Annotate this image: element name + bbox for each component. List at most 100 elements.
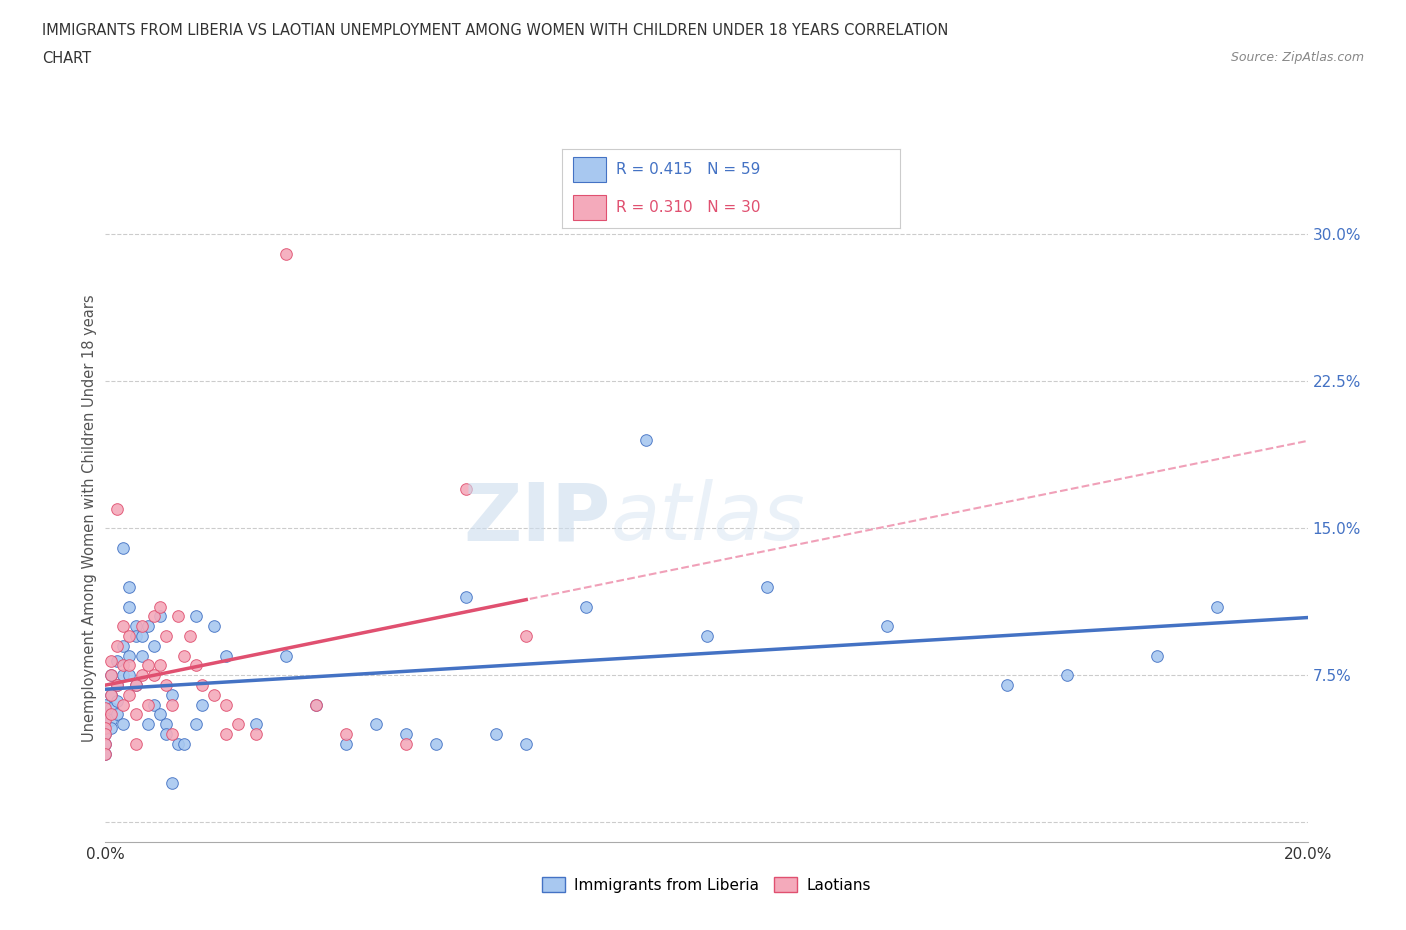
Point: [364, 717, 387, 732]
Point: [107, 693, 129, 708]
Point: [142, 668, 165, 683]
Point: [100, 721, 122, 736]
Point: [112, 618, 135, 633]
Text: R = 0.415   N = 59: R = 0.415 N = 59: [616, 162, 761, 177]
Point: [124, 707, 146, 722]
Point: [148, 609, 170, 624]
Point: [118, 648, 141, 663]
Point: [94, 737, 117, 751]
Point: [124, 678, 146, 693]
Point: [184, 717, 207, 732]
Point: [100, 701, 122, 716]
Point: [112, 698, 135, 712]
Point: [100, 707, 122, 722]
Point: [112, 540, 135, 555]
Point: [305, 698, 328, 712]
Point: [118, 629, 141, 644]
Point: [190, 678, 212, 693]
Point: [94, 707, 117, 722]
Point: [305, 698, 328, 712]
Point: [1146, 648, 1168, 663]
Point: [142, 698, 165, 712]
Text: IMMIGRANTS FROM LIBERIA VS LAOTIAN UNEMPLOYMENT AMONG WOMEN WITH CHILDREN UNDER : IMMIGRANTS FROM LIBERIA VS LAOTIAN UNEMP…: [42, 23, 949, 38]
Bar: [572, 194, 606, 220]
Point: [100, 668, 122, 683]
Point: [118, 668, 141, 683]
Point: [995, 678, 1018, 693]
Point: [94, 721, 117, 736]
Point: [118, 658, 141, 672]
Point: [575, 599, 598, 614]
Point: [202, 618, 225, 633]
Point: [136, 698, 159, 712]
Point: [166, 609, 188, 624]
Point: [136, 717, 159, 732]
Bar: [572, 157, 606, 182]
Point: [190, 698, 212, 712]
Point: [100, 668, 122, 683]
Point: [173, 648, 195, 663]
Point: [160, 776, 183, 790]
Point: [100, 654, 122, 669]
Point: [107, 707, 129, 722]
Point: [274, 246, 297, 261]
Point: [142, 638, 165, 653]
Point: [112, 638, 135, 653]
Point: [636, 432, 658, 447]
Point: [148, 707, 170, 722]
Point: [395, 737, 418, 751]
Point: [454, 482, 477, 497]
Point: [1056, 668, 1078, 683]
Y-axis label: Unemployment Among Women with Children Under 18 years: Unemployment Among Women with Children U…: [82, 295, 97, 742]
Point: [226, 717, 249, 732]
Point: [425, 737, 447, 751]
Point: [94, 701, 117, 716]
Point: [118, 599, 141, 614]
Point: [155, 726, 177, 741]
Point: [696, 629, 718, 644]
Point: [94, 746, 117, 761]
Text: ZIP: ZIP: [463, 480, 610, 557]
Point: [112, 668, 135, 683]
Point: [173, 737, 195, 751]
Point: [107, 654, 129, 669]
Point: [131, 618, 153, 633]
Point: [148, 658, 170, 672]
Point: [107, 678, 129, 693]
Point: [202, 687, 225, 702]
Point: [94, 712, 117, 727]
Point: [214, 726, 236, 741]
Point: [166, 737, 188, 751]
Point: [100, 687, 122, 702]
Point: [245, 726, 267, 741]
Point: [136, 618, 159, 633]
Point: [107, 678, 129, 693]
Point: [876, 618, 898, 633]
Point: [335, 737, 357, 751]
Legend: Immigrants from Liberia, Laotians: Immigrants from Liberia, Laotians: [536, 870, 877, 898]
Point: [395, 726, 418, 741]
Point: [274, 648, 297, 663]
Point: [94, 726, 117, 741]
Point: [131, 668, 153, 683]
Point: [755, 579, 778, 594]
Text: CHART: CHART: [42, 51, 91, 66]
Point: [155, 717, 177, 732]
Point: [155, 629, 177, 644]
Point: [1206, 599, 1229, 614]
Point: [112, 717, 135, 732]
Point: [155, 678, 177, 693]
Point: [160, 698, 183, 712]
Point: [184, 609, 207, 624]
Text: atlas: atlas: [610, 480, 806, 557]
Point: [124, 618, 146, 633]
Point: [148, 599, 170, 614]
Point: [136, 658, 159, 672]
Point: [94, 737, 117, 751]
Point: [94, 717, 117, 732]
Point: [94, 698, 117, 712]
Point: [131, 629, 153, 644]
Point: [107, 501, 129, 516]
Point: [131, 648, 153, 663]
Point: [107, 638, 129, 653]
